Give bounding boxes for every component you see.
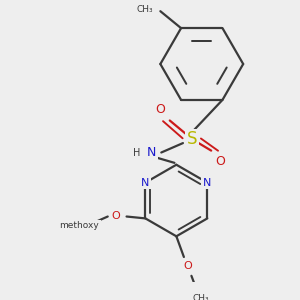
Text: O: O [155,103,165,116]
Text: N: N [203,178,212,188]
Text: N: N [141,178,150,188]
Text: O: O [183,261,192,272]
Text: O: O [111,211,120,220]
Text: N: N [147,146,157,159]
Text: CH₃: CH₃ [136,5,153,14]
Text: methoxy: methoxy [60,221,99,230]
Text: CH₃: CH₃ [193,294,209,300]
Text: H: H [133,148,141,158]
Text: O: O [216,155,226,168]
Text: S: S [187,130,198,148]
